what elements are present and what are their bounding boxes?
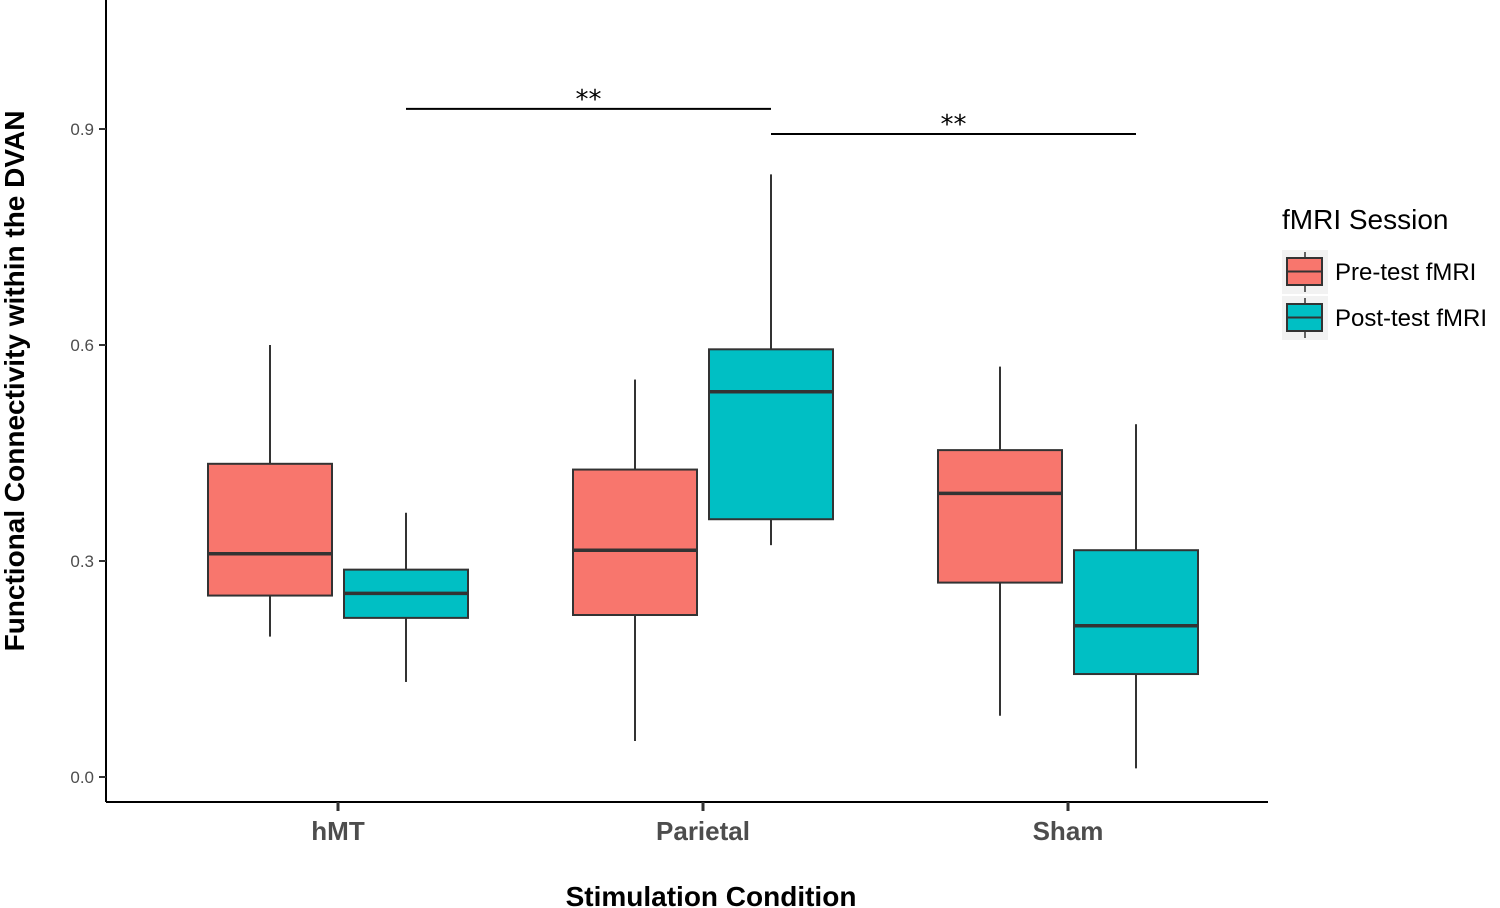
box-iqr xyxy=(708,348,834,521)
significance-bracket-1: ** xyxy=(406,85,771,115)
x-axis-title: Stimulation Condition xyxy=(566,881,857,908)
box-sham-post-test-fmri xyxy=(1073,424,1199,769)
legend-label: Post-test fMRI xyxy=(1335,305,1487,332)
x-tick-label-sham: Sham xyxy=(1033,816,1104,846)
y-tick-label: 0.9 xyxy=(70,120,94,139)
box-iqr xyxy=(207,462,333,597)
legend-label: Pre-test fMRI xyxy=(1335,259,1476,286)
legend-item-pre-test-fmri: Pre-test fMRI xyxy=(1282,250,1476,294)
y-tick-label: 0.0 xyxy=(70,768,94,787)
x-tick-label-parietal: Parietal xyxy=(656,816,750,846)
significance-bracket-2: ** xyxy=(771,110,1136,140)
box-parietal-post-test-fmri xyxy=(708,174,834,546)
plot-area: ** ** xyxy=(207,85,1199,769)
legend-items: Pre-test fMRI Post-test fMRI xyxy=(1282,250,1487,340)
legend-item-post-test-fmri: Post-test fMRI xyxy=(1282,296,1487,340)
y-tick-label: 0.6 xyxy=(70,336,94,355)
box-parietal-pre-test-fmri xyxy=(572,379,698,741)
box-iqr xyxy=(572,468,698,616)
x-tick-label-hmt: hMT xyxy=(311,816,365,846)
significance-label: ** xyxy=(576,85,602,115)
significance-label: ** xyxy=(941,110,967,140)
box-hmt-pre-test-fmri xyxy=(207,345,333,637)
legend: fMRI Session Pre-test fMRI Post-test fMRI xyxy=(1282,204,1487,340)
box-sham-pre-test-fmri xyxy=(937,366,1063,716)
y-axis-title: Functional Connectivity within the DVAN xyxy=(0,111,30,652)
legend-title: fMRI Session xyxy=(1282,204,1449,235)
box-hmt-post-test-fmri xyxy=(343,512,469,682)
y-tick-label: 0.3 xyxy=(70,552,94,571)
axes: 0.0 0.3 0.6 0.9 hMT Parietal Sham xyxy=(70,0,1268,846)
box-iqr xyxy=(937,449,1063,584)
box-iqr xyxy=(1073,549,1199,676)
